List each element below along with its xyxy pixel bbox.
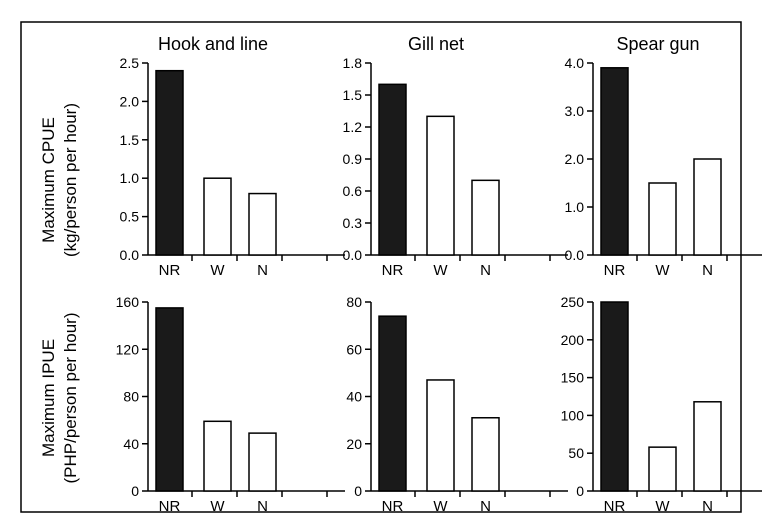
x-tick-label: NR <box>382 498 404 515</box>
y-tick-label: 160 <box>116 294 140 310</box>
bar-w <box>648 182 677 256</box>
bar-n <box>693 401 722 492</box>
bar-n <box>248 192 277 256</box>
y-tick-label: 0.3 <box>343 215 363 231</box>
x-tick-label: N <box>257 498 268 515</box>
bar-n <box>248 432 277 492</box>
bar-nr <box>378 83 407 256</box>
chart-panel-1: Gill net 0.0 0.3 0.6 0.9 1.2 1.5 1.8 NR W N <box>343 34 568 279</box>
y-tick-label: 0.9 <box>343 151 363 167</box>
x-tick-label: W <box>433 262 448 279</box>
bar-nr <box>600 67 629 256</box>
bar-nr <box>600 301 629 492</box>
bar-n <box>471 179 500 256</box>
y-tick-label: 2.0 <box>565 151 585 167</box>
y-tick-label: 100 <box>561 407 585 423</box>
row-label-ipue-line2: (PHP/person per hour) <box>61 312 80 483</box>
y-tick-label: 0.0 <box>343 247 363 263</box>
x-tick-label: N <box>702 498 713 515</box>
y-tick-label: 1.2 <box>343 119 363 135</box>
row-label-ipue-line1: Maximum IPUE <box>39 339 58 457</box>
chart-panel-0: Hook and line 0.0 0.5 1.0 1.5 2.0 2.5 NR W N <box>120 34 345 279</box>
y-tick-label: 200 <box>561 332 585 348</box>
chart-panel-5: 0 50 100 150 200 250 NR W N <box>561 294 762 515</box>
y-tick-label: 250 <box>561 294 585 310</box>
x-tick-label: W <box>433 498 448 515</box>
chart-panel-3: 0 40 80 120 160 NR W N <box>116 294 345 515</box>
y-tick-label: 20 <box>346 436 362 452</box>
row-label-cpue-line1: Maximum CPUE <box>39 117 58 243</box>
bar-w <box>203 420 232 492</box>
y-tick-label: 2.5 <box>120 55 140 71</box>
x-tick-label: N <box>480 498 491 515</box>
x-tick-label: NR <box>382 262 404 279</box>
bar-w <box>648 446 677 492</box>
y-tick-label: 0.6 <box>343 183 363 199</box>
panel-title: Gill net <box>408 34 464 54</box>
bar-w <box>426 379 455 492</box>
y-tick-label: 60 <box>346 341 362 357</box>
y-tick-label: 0 <box>576 483 584 499</box>
x-tick-label: W <box>655 262 670 279</box>
x-tick-label: N <box>480 262 491 279</box>
x-tick-label: NR <box>159 498 181 515</box>
x-tick-label: N <box>257 262 268 279</box>
y-tick-label: 1.0 <box>120 170 140 186</box>
bar-w <box>203 177 232 256</box>
y-tick-label: 1.5 <box>120 132 140 148</box>
y-tick-label: 1.8 <box>343 55 363 71</box>
bar-nr <box>378 315 407 492</box>
bar-nr <box>155 69 184 256</box>
bar-n <box>471 417 500 492</box>
y-tick-label: 2.0 <box>120 93 140 109</box>
y-tick-label: 0 <box>131 483 139 499</box>
y-tick-label: 4.0 <box>565 55 585 71</box>
panel-title: Spear gun <box>616 34 699 54</box>
y-tick-label: 1.5 <box>343 87 363 103</box>
y-tick-label: 1.0 <box>565 199 585 215</box>
x-tick-label: W <box>655 498 670 515</box>
x-tick-label: W <box>210 262 225 279</box>
y-tick-label: 0.0 <box>120 247 140 263</box>
bar-w <box>426 115 455 256</box>
bar-nr <box>155 307 184 492</box>
y-tick-label: 0.0 <box>565 247 585 263</box>
x-tick-label: NR <box>159 262 181 279</box>
y-tick-label: 80 <box>123 389 139 405</box>
row-label-cpue-line2: (kg/person per hour) <box>61 103 80 257</box>
x-tick-label: W <box>210 498 225 515</box>
bar-n <box>693 158 722 256</box>
y-tick-label: 40 <box>346 389 362 405</box>
panel-title: Hook and line <box>158 34 268 54</box>
x-tick-label: N <box>702 262 713 279</box>
y-tick-label: 40 <box>123 436 139 452</box>
figure-border <box>20 21 742 513</box>
y-tick-label: 50 <box>568 445 584 461</box>
y-tick-label: 0.5 <box>120 209 140 225</box>
chart-panel-4: 0 20 40 60 80 NR W N <box>346 294 568 515</box>
chart-panel-2: Spear gun 0.0 1.0 2.0 3.0 4.0 NR W N <box>565 34 762 279</box>
y-tick-label: 3.0 <box>565 103 585 119</box>
y-tick-label: 120 <box>116 341 140 357</box>
x-tick-label: NR <box>604 262 626 279</box>
y-tick-label: 0 <box>354 483 362 499</box>
y-tick-label: 80 <box>346 294 362 310</box>
y-tick-label: 150 <box>561 370 585 386</box>
x-tick-label: NR <box>604 498 626 515</box>
